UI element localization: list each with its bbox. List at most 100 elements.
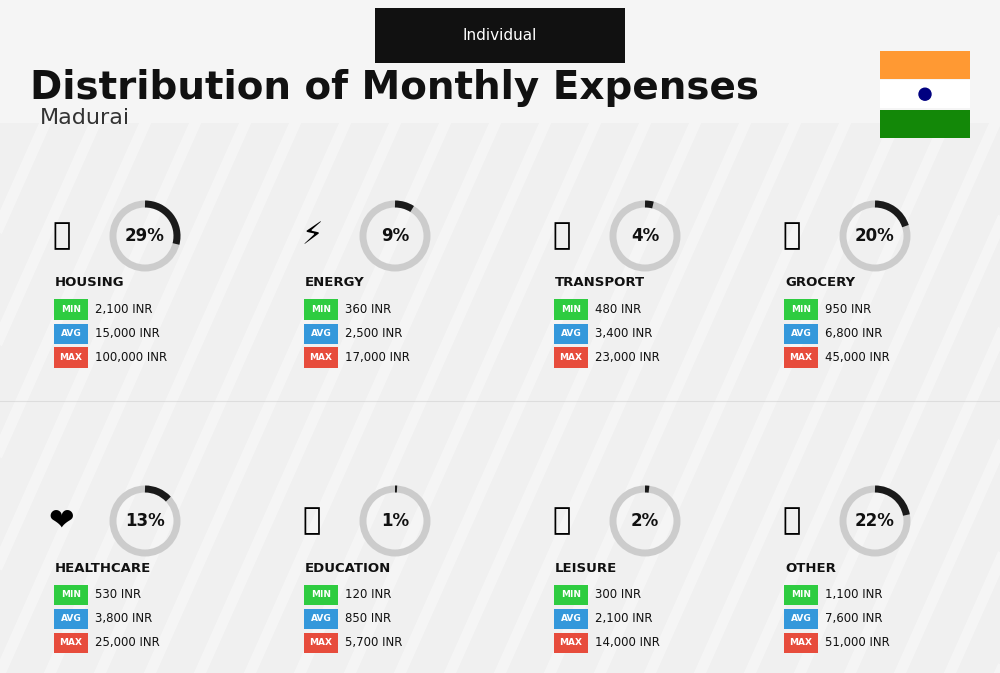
Text: 530 INR: 530 INR xyxy=(95,588,141,601)
FancyBboxPatch shape xyxy=(880,50,970,79)
Text: MAX: MAX xyxy=(790,353,812,362)
Text: 29%: 29% xyxy=(125,227,165,245)
FancyBboxPatch shape xyxy=(54,608,88,629)
Text: 9%: 9% xyxy=(381,227,409,245)
Text: OTHER: OTHER xyxy=(785,561,836,575)
Text: 🛍️: 🛍️ xyxy=(553,507,571,536)
FancyBboxPatch shape xyxy=(375,8,625,63)
FancyBboxPatch shape xyxy=(554,347,588,367)
Text: MIN: MIN xyxy=(791,305,811,314)
Text: AVG: AVG xyxy=(791,329,811,338)
Text: MIN: MIN xyxy=(561,305,581,314)
FancyBboxPatch shape xyxy=(880,110,970,137)
Text: HEALTHCARE: HEALTHCARE xyxy=(55,561,151,575)
Text: AVG: AVG xyxy=(311,614,331,623)
Text: 22%: 22% xyxy=(855,512,895,530)
Text: 1,100 INR: 1,100 INR xyxy=(825,588,883,601)
Text: 🏢: 🏢 xyxy=(53,221,71,250)
Text: 5,700 INR: 5,700 INR xyxy=(345,636,402,649)
FancyBboxPatch shape xyxy=(784,299,818,320)
Text: 17,000 INR: 17,000 INR xyxy=(345,351,410,364)
Text: 51,000 INR: 51,000 INR xyxy=(825,636,890,649)
Text: 13%: 13% xyxy=(125,512,165,530)
FancyBboxPatch shape xyxy=(304,324,338,343)
Text: 3,800 INR: 3,800 INR xyxy=(95,612,152,625)
Text: 2,100 INR: 2,100 INR xyxy=(595,612,652,625)
Text: Madurai: Madurai xyxy=(40,108,130,128)
Text: MIN: MIN xyxy=(61,590,81,599)
Text: 480 INR: 480 INR xyxy=(595,303,641,316)
Text: 6,800 INR: 6,800 INR xyxy=(825,327,882,340)
FancyBboxPatch shape xyxy=(554,608,588,629)
Text: AVG: AVG xyxy=(311,329,331,338)
Text: MAX: MAX xyxy=(310,638,332,647)
Text: 4%: 4% xyxy=(631,227,659,245)
Text: 14,000 INR: 14,000 INR xyxy=(595,636,660,649)
FancyBboxPatch shape xyxy=(304,299,338,320)
Text: 25,000 INR: 25,000 INR xyxy=(95,636,160,649)
FancyBboxPatch shape xyxy=(54,347,88,367)
FancyBboxPatch shape xyxy=(54,584,88,604)
FancyBboxPatch shape xyxy=(784,324,818,343)
Text: AVG: AVG xyxy=(791,614,811,623)
Circle shape xyxy=(919,88,931,100)
Text: 2,500 INR: 2,500 INR xyxy=(345,327,402,340)
FancyBboxPatch shape xyxy=(880,80,970,108)
Text: EDUCATION: EDUCATION xyxy=(305,561,391,575)
FancyBboxPatch shape xyxy=(54,633,88,653)
Text: 45,000 INR: 45,000 INR xyxy=(825,351,890,364)
Text: ENERGY: ENERGY xyxy=(305,277,365,289)
Text: AVG: AVG xyxy=(61,329,81,338)
Text: MAX: MAX xyxy=(560,638,582,647)
FancyBboxPatch shape xyxy=(0,0,1000,123)
Text: 2%: 2% xyxy=(631,512,659,530)
Text: 15,000 INR: 15,000 INR xyxy=(95,327,160,340)
FancyBboxPatch shape xyxy=(54,324,88,343)
FancyBboxPatch shape xyxy=(54,299,88,320)
Text: HOUSING: HOUSING xyxy=(55,277,125,289)
Text: 3,400 INR: 3,400 INR xyxy=(595,327,652,340)
Text: AVG: AVG xyxy=(561,329,581,338)
Text: 850 INR: 850 INR xyxy=(345,612,391,625)
Text: LEISURE: LEISURE xyxy=(555,561,617,575)
FancyBboxPatch shape xyxy=(304,608,338,629)
FancyBboxPatch shape xyxy=(304,347,338,367)
Text: 23,000 INR: 23,000 INR xyxy=(595,351,660,364)
Text: 2,100 INR: 2,100 INR xyxy=(95,303,152,316)
Text: MAX: MAX xyxy=(60,353,82,362)
Text: 1%: 1% xyxy=(381,512,409,530)
Text: MIN: MIN xyxy=(311,590,331,599)
Text: MAX: MAX xyxy=(310,353,332,362)
Text: 360 INR: 360 INR xyxy=(345,303,391,316)
Text: MIN: MIN xyxy=(311,305,331,314)
Text: 7,600 INR: 7,600 INR xyxy=(825,612,883,625)
Text: 💰: 💰 xyxy=(783,507,801,536)
Text: 🛒: 🛒 xyxy=(783,221,801,250)
Text: MIN: MIN xyxy=(561,590,581,599)
Text: GROCERY: GROCERY xyxy=(785,277,855,289)
Text: MAX: MAX xyxy=(790,638,812,647)
Text: TRANSPORT: TRANSPORT xyxy=(555,277,645,289)
FancyBboxPatch shape xyxy=(304,584,338,604)
FancyBboxPatch shape xyxy=(554,299,588,320)
FancyBboxPatch shape xyxy=(784,608,818,629)
Text: 120 INR: 120 INR xyxy=(345,588,391,601)
Text: 🎓: 🎓 xyxy=(303,507,321,536)
Text: ❤️: ❤️ xyxy=(49,507,75,536)
Text: MAX: MAX xyxy=(560,353,582,362)
Text: MAX: MAX xyxy=(60,638,82,647)
Text: 100,000 INR: 100,000 INR xyxy=(95,351,167,364)
Text: ⚡: ⚡ xyxy=(301,221,323,250)
Text: MIN: MIN xyxy=(791,590,811,599)
Text: AVG: AVG xyxy=(61,614,81,623)
Text: Distribution of Monthly Expenses: Distribution of Monthly Expenses xyxy=(30,69,759,107)
FancyBboxPatch shape xyxy=(784,633,818,653)
FancyBboxPatch shape xyxy=(554,584,588,604)
Text: AVG: AVG xyxy=(561,614,581,623)
FancyBboxPatch shape xyxy=(784,584,818,604)
FancyBboxPatch shape xyxy=(304,633,338,653)
FancyBboxPatch shape xyxy=(554,324,588,343)
Text: 300 INR: 300 INR xyxy=(595,588,641,601)
Text: 🚌: 🚌 xyxy=(553,221,571,250)
Text: 20%: 20% xyxy=(855,227,895,245)
